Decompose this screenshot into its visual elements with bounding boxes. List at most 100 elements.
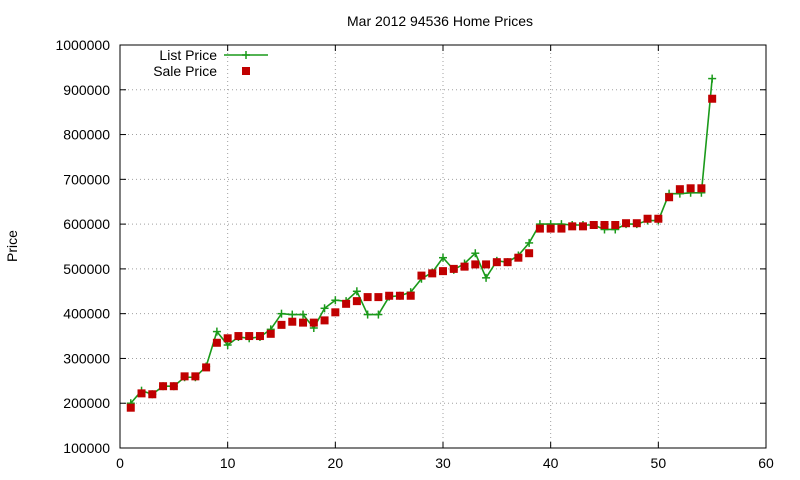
y-axis-label: Price xyxy=(4,230,20,262)
data-point xyxy=(374,310,383,319)
data-point xyxy=(363,293,372,302)
data-point xyxy=(255,332,264,341)
y-tick-label: 1000000 xyxy=(55,37,110,53)
y-tick-label: 300000 xyxy=(63,350,110,366)
data-point xyxy=(320,316,329,325)
legend-label-list-price: List Price xyxy=(159,47,217,63)
data-point xyxy=(180,372,189,381)
data-point xyxy=(245,332,254,341)
y-tick-label: 600000 xyxy=(63,216,110,232)
y-tick-label: 700000 xyxy=(63,171,110,187)
data-point xyxy=(406,291,415,300)
data-point xyxy=(385,291,394,300)
data-point xyxy=(525,238,534,247)
data-point xyxy=(632,219,641,228)
data-point xyxy=(686,184,695,193)
data-point xyxy=(148,390,157,399)
data-point xyxy=(352,287,361,296)
grid-layer xyxy=(120,45,766,448)
x-tick-label: 20 xyxy=(328,455,344,471)
series-layer xyxy=(126,74,717,412)
data-point xyxy=(223,334,232,343)
data-point xyxy=(277,309,286,318)
data-point xyxy=(299,318,308,327)
y-tick-label: 100000 xyxy=(63,440,110,456)
data-point xyxy=(697,184,706,193)
chart-title: Mar 2012 94536 Home Prices xyxy=(347,13,533,29)
data-point xyxy=(492,258,501,267)
data-point xyxy=(643,214,652,223)
y-tick-label: 500000 xyxy=(63,261,110,277)
legend: List Price Sale Price xyxy=(153,47,268,79)
series-line xyxy=(130,78,713,404)
data-point xyxy=(622,219,631,228)
data-point xyxy=(266,329,275,338)
x-tick-label: 40 xyxy=(543,455,559,471)
data-point xyxy=(654,214,663,223)
y-tick-label: 200000 xyxy=(63,395,110,411)
data-point xyxy=(288,317,297,326)
data-point xyxy=(589,221,598,230)
data-point xyxy=(600,221,609,230)
data-point xyxy=(449,264,458,273)
data-point xyxy=(439,253,447,262)
series-0 xyxy=(126,74,717,408)
data-point xyxy=(137,389,146,398)
data-point xyxy=(708,74,717,83)
x-tick-label: 10 xyxy=(220,455,236,471)
data-point xyxy=(223,341,232,350)
data-point xyxy=(428,269,437,278)
plot-frame xyxy=(119,44,767,449)
data-point xyxy=(675,185,684,194)
ticks-layer: 0 10 20 30 40 50 60 100000 200000 300000 400000 500… xyxy=(55,37,774,471)
data-point xyxy=(503,258,512,267)
data-point xyxy=(557,224,566,233)
data-point xyxy=(234,332,243,341)
data-point xyxy=(395,291,404,300)
data-point xyxy=(212,338,221,347)
legend-swatch-square xyxy=(242,67,250,75)
series-1 xyxy=(126,94,717,412)
data-point xyxy=(665,193,674,202)
data-point xyxy=(331,308,340,317)
data-point xyxy=(126,403,135,412)
data-point xyxy=(525,249,534,258)
data-point xyxy=(309,318,318,327)
data-point xyxy=(363,310,372,319)
x-tick-label: 60 xyxy=(758,455,774,471)
data-point xyxy=(471,249,480,258)
legend-swatches xyxy=(224,51,268,75)
y-tick-label: 900000 xyxy=(63,82,110,98)
data-point xyxy=(159,382,168,391)
data-point xyxy=(482,273,491,282)
data-point xyxy=(460,262,469,271)
data-point xyxy=(439,267,447,276)
data-point xyxy=(708,94,717,103)
data-point xyxy=(578,222,587,231)
data-point xyxy=(568,222,577,231)
data-point xyxy=(277,320,286,329)
data-point xyxy=(352,297,361,306)
data-point xyxy=(320,304,329,313)
data-point xyxy=(169,382,178,391)
data-point xyxy=(471,260,480,269)
x-tick-label: 50 xyxy=(651,455,667,471)
data-point xyxy=(299,310,308,319)
y-tick-label: 400000 xyxy=(63,306,110,322)
data-point xyxy=(535,224,544,233)
data-point xyxy=(191,372,200,381)
data-point xyxy=(331,296,340,305)
data-point xyxy=(212,327,221,336)
legend-label-sale-price: Sale Price xyxy=(153,63,217,79)
legend-swatch-plus xyxy=(242,51,250,59)
data-point xyxy=(202,363,211,372)
data-point xyxy=(611,221,620,230)
y-tick-label: 800000 xyxy=(63,127,110,143)
data-point xyxy=(288,310,297,319)
data-point xyxy=(374,293,383,302)
data-point xyxy=(482,260,491,269)
x-tick-label: 30 xyxy=(435,455,451,471)
data-point xyxy=(417,271,426,280)
